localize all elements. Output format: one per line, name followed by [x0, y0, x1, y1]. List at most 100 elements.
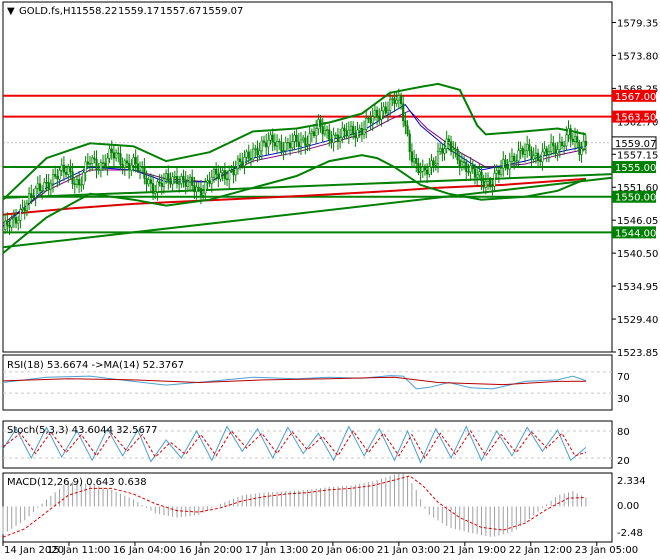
macd-signal-line — [2, 475, 586, 538]
price-tick-label: 1573.80 — [617, 51, 658, 62]
candle-body — [167, 173, 170, 182]
candle-body — [489, 179, 492, 188]
level-tag-label: 1567.00 — [615, 92, 656, 103]
macd-tick-zero: 0.00 — [617, 501, 639, 512]
candle-body — [384, 106, 387, 114]
candle-body — [482, 180, 485, 188]
rsi-label: RSI(18) 53.6674 ->MA(14) 52.3767 — [7, 360, 184, 371]
candle-body — [506, 164, 509, 170]
candle-body — [41, 190, 44, 192]
candle-body — [454, 148, 457, 151]
candle-body — [262, 140, 266, 144]
level-tag — [612, 190, 656, 203]
rsi-panel[interactable]: RSI(18) 53.6674 ->MA(14) 52.3767 70 30 — [2, 354, 630, 411]
level-tag-label: 1550.00 — [615, 193, 656, 204]
candle-body — [486, 179, 490, 182]
price-axis-labels: 1579.351573.801568.251562.701557.151551.… — [617, 18, 658, 359]
current-price-label: 1559.07 — [615, 139, 656, 150]
candle-body — [56, 176, 59, 180]
candle-body — [373, 109, 377, 117]
stoch-label: Stoch(5,3,3) 43.6044 32.5677 — [7, 425, 158, 436]
candle-body — [539, 159, 542, 163]
price-tags: 1567.00 1563.50 1555.00 1550.00 1544.00 1559.… — [3, 89, 657, 239]
candle-body — [223, 170, 226, 180]
candle-body — [38, 183, 42, 192]
candle-body — [543, 148, 546, 153]
candle-body — [386, 109, 390, 114]
ohlc-low: 1557.67 — [160, 6, 201, 17]
candle-body — [558, 141, 561, 150]
candle-body — [563, 145, 566, 147]
candle-body — [478, 171, 481, 176]
candle-body — [554, 145, 557, 154]
candle-body — [254, 148, 257, 150]
candle-body — [580, 148, 583, 155]
ohlc-high: 1559.17 — [118, 6, 159, 17]
candle-body — [8, 224, 11, 228]
candle-body — [30, 193, 33, 197]
candle-body — [58, 169, 61, 180]
candle-body — [415, 158, 418, 164]
trendlines — [2, 173, 613, 249]
candle-body — [471, 165, 474, 170]
time-tick-label: 23 Jan 05:00 — [575, 545, 638, 556]
candle-body — [75, 179, 79, 186]
candle-body — [197, 186, 200, 189]
candle-body — [517, 150, 520, 162]
candle-body — [513, 155, 516, 162]
candle-body — [101, 162, 105, 164]
candle-body — [328, 129, 331, 141]
macd-label: MACD(12,26,9) 0.643 0.638 — [7, 477, 147, 488]
candle-body — [571, 138, 574, 143]
stochastic-panel[interactable]: Stoch(5,3,3) 43.6044 32.5677 80 20 — [2, 420, 630, 469]
stoch-level-80: 80 — [617, 427, 630, 438]
candle-body — [206, 180, 209, 183]
candle-body — [34, 188, 37, 198]
candle-body — [158, 181, 161, 184]
macd-panel[interactable]: MACD(12,26,9) 0.643 0.638 2.334 0.00 -2.… — [2, 472, 646, 543]
candle-body — [104, 162, 107, 167]
candle-body — [560, 141, 564, 146]
candle-body — [339, 137, 342, 142]
time-tick-label: 21 Jan 03:00 — [377, 545, 440, 556]
candle-body — [151, 183, 155, 194]
candle-body — [115, 152, 118, 159]
candle-body — [532, 155, 535, 160]
price-tick-label: 1540.50 — [617, 249, 658, 260]
candle-body — [334, 134, 337, 137]
candle-body — [32, 195, 35, 198]
macd-tick-high: 2.334 — [617, 476, 646, 487]
candle-body — [462, 161, 466, 163]
candle-body — [21, 207, 24, 210]
candle-body — [180, 176, 183, 184]
candle-body — [141, 166, 144, 168]
candle-body — [356, 129, 359, 139]
candle-body — [336, 134, 340, 142]
candle-body — [391, 98, 394, 100]
candle-body — [84, 161, 87, 173]
candle-body — [269, 134, 272, 141]
candle-body — [382, 106, 385, 112]
candle-body — [447, 138, 450, 142]
candle-body — [441, 148, 444, 154]
candle-body — [228, 170, 231, 180]
dropdown-triangle-icon[interactable]: ▼ — [7, 6, 15, 17]
time-tick-label: 21 Jan 19:00 — [443, 545, 506, 556]
candle-body — [312, 131, 316, 136]
candle-body — [547, 150, 551, 155]
candle-body — [149, 179, 153, 184]
price-panel[interactable]: 1579.351573.801568.251562.701557.151551.… — [2, 1, 658, 359]
candle-body — [567, 128, 570, 136]
candle-body — [112, 152, 116, 159]
candle-body — [452, 149, 455, 152]
candle-body — [308, 133, 311, 145]
candle-body — [215, 168, 218, 175]
candle-body — [241, 161, 244, 167]
candle-body — [502, 159, 505, 169]
candle-body — [47, 182, 50, 190]
price-tick-label: 1562.70 — [617, 117, 658, 128]
candle-body — [578, 142, 581, 155]
time-tick-label: 14 Jan 2020 — [4, 545, 64, 556]
candle-body — [480, 171, 483, 182]
